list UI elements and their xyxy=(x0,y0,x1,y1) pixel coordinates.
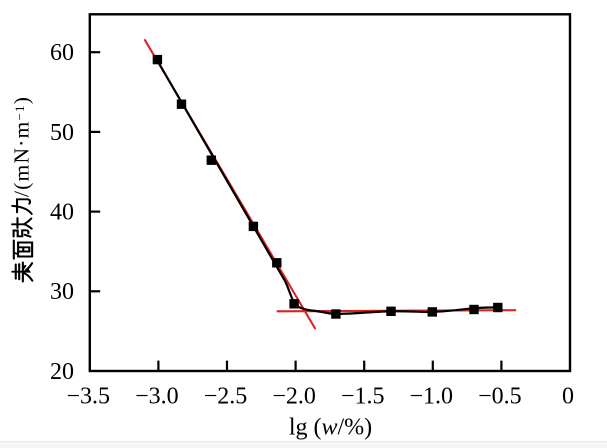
svg-text:−0.5: −0.5 xyxy=(478,384,522,410)
svg-text:50: 50 xyxy=(50,120,74,146)
svg-text:60: 60 xyxy=(50,40,74,66)
svg-text:−3.5: −3.5 xyxy=(67,384,111,410)
svg-text:40: 40 xyxy=(50,200,74,226)
svg-text:−3.0: −3.0 xyxy=(135,384,179,410)
svg-text:20: 20 xyxy=(50,359,74,385)
svg-text:−2.0: −2.0 xyxy=(272,384,316,410)
svg-text:−2.5: −2.5 xyxy=(204,384,248,410)
svg-text:0: 0 xyxy=(562,384,574,410)
svg-text:30: 30 xyxy=(50,279,74,305)
svg-text:−1.5: −1.5 xyxy=(341,384,385,410)
svg-text:lg (w/%): lg (w/%) xyxy=(289,415,372,441)
svg-text:−1.0: −1.0 xyxy=(410,384,454,410)
